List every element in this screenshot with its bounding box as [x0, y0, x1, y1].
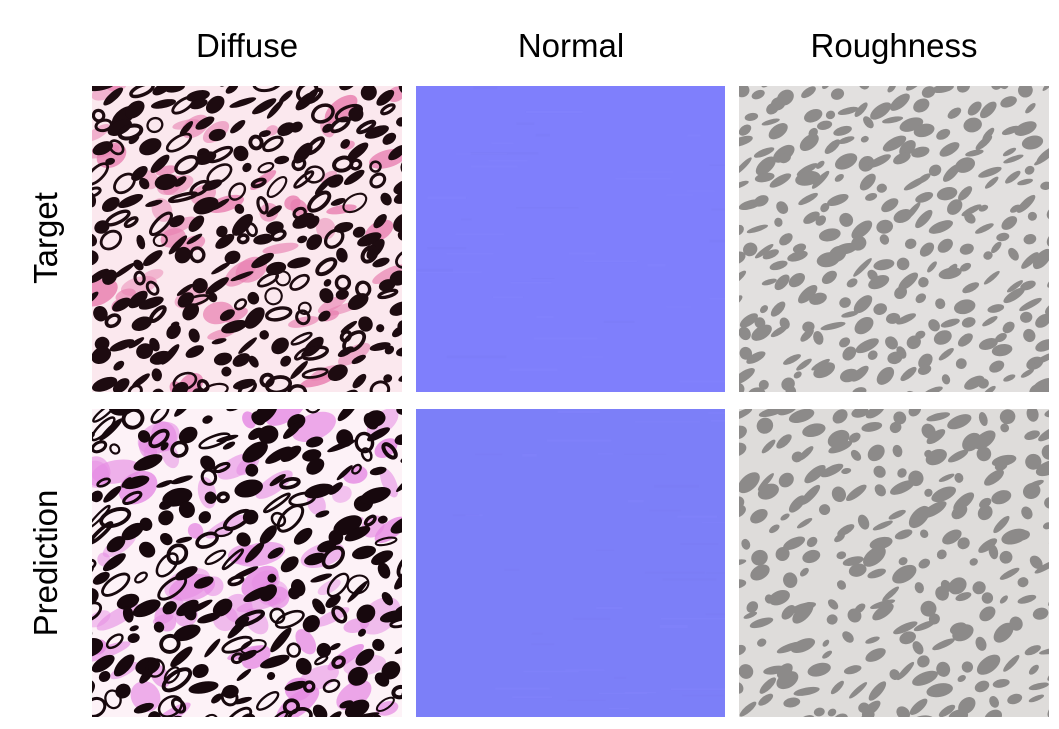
row-title-target: Target: [27, 192, 64, 284]
target-diffuse-image: [92, 86, 402, 392]
prediction-roughness-image: [739, 409, 1049, 717]
column-title-roughness: Roughness: [810, 27, 978, 64]
prediction-diffuse-image: [92, 409, 402, 717]
row-title-prediction: Prediction: [27, 489, 64, 637]
target-normal-image: [416, 86, 725, 392]
column-title-diffuse: Diffuse: [195, 27, 299, 64]
column-title-normal: Normal: [517, 27, 625, 64]
target-roughness-image: [739, 86, 1049, 392]
prediction-normal-image: [416, 409, 725, 717]
